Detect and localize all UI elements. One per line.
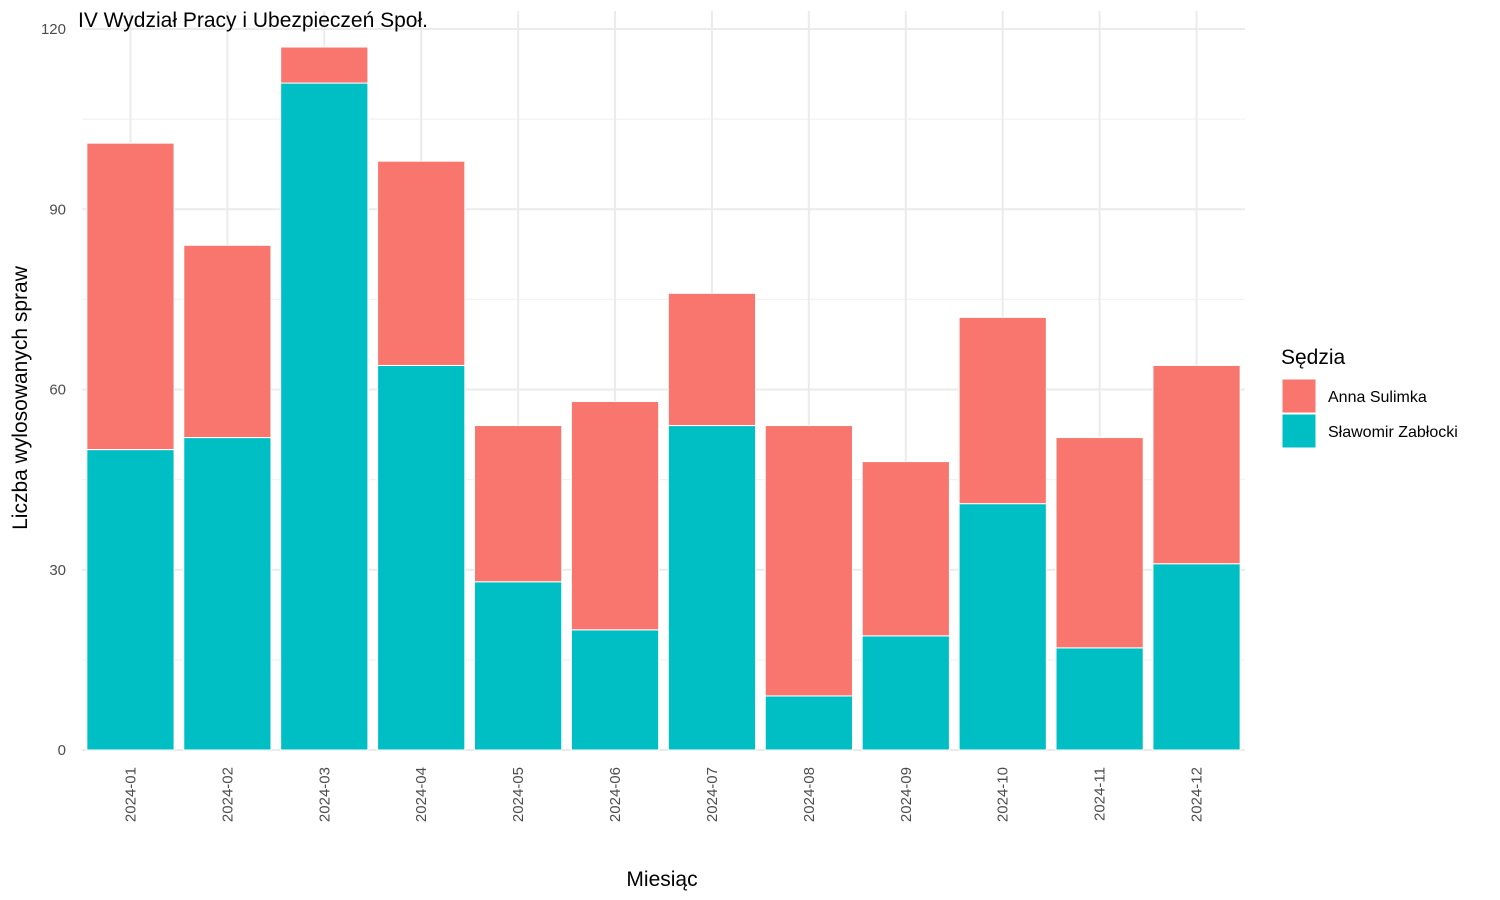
- bar-segment: [86, 142, 175, 451]
- bar-segment: [86, 449, 175, 751]
- x-tick-label: 2024-08: [801, 767, 818, 822]
- legend-label: Sławomir Zabłocki: [1328, 424, 1458, 441]
- x-axis-title: Miesiąc: [626, 868, 697, 891]
- x-tick-label: 2024-12: [1189, 767, 1206, 822]
- bar-segment: [958, 503, 1047, 751]
- x-tick-label: 2024-04: [413, 767, 430, 822]
- bar-segment: [1152, 563, 1241, 751]
- bar-segment: [183, 244, 272, 439]
- bar-segment: [667, 292, 757, 427]
- bar-segment: [1152, 364, 1241, 565]
- x-tick-label: 2024-01: [122, 767, 139, 822]
- bar-segment: [1055, 437, 1144, 649]
- bar-segment: [280, 82, 369, 751]
- x-axis-ticks: 2024-01 2024-02 2024-03 2024-04 2024-05 2024-…: [122, 767, 1205, 822]
- x-tick-label: 2024-10: [995, 767, 1012, 822]
- y-axis-title: Liczba wylosowanych spraw: [9, 265, 32, 530]
- legend: Sędzia Anna Sulimka Sławomir Zabłocki: [1281, 346, 1458, 449]
- bar-segment: [1055, 647, 1144, 751]
- bar-segment: [474, 581, 563, 751]
- x-tick-label: 2024-09: [898, 767, 915, 822]
- bar-segment: [474, 425, 563, 583]
- bar-segment: [570, 401, 660, 631]
- bar-segment: [861, 635, 950, 751]
- y-tick-label: 60: [49, 382, 66, 399]
- bars: [86, 46, 1241, 751]
- y-tick-label: 30: [49, 562, 66, 579]
- x-tick-label: 2024-05: [510, 767, 527, 822]
- y-tick-label: 120: [41, 21, 66, 38]
- chart-title: IV Wydział Pracy i Ubezpieczeń Społ.: [78, 9, 428, 32]
- bar-segment: [958, 316, 1047, 505]
- x-tick-label: 2024-11: [1092, 767, 1109, 821]
- bar-segment: [764, 695, 853, 751]
- x-tick-label: 2024-02: [219, 767, 236, 822]
- y-axis-ticks: 0 30 60 90 120: [41, 21, 66, 759]
- legend-label: Anna Sulimka: [1328, 389, 1427, 406]
- bar-segment: [764, 425, 853, 697]
- bar-segment: [280, 46, 369, 84]
- legend-swatch: [1281, 378, 1317, 414]
- x-tick-label: 2024-06: [607, 767, 624, 822]
- legend-title: Sędzia: [1281, 346, 1346, 369]
- y-tick-label: 0: [58, 742, 66, 759]
- x-tick-label: 2024-07: [704, 767, 721, 822]
- x-tick-label: 2024-03: [316, 767, 333, 822]
- bar-segment: [377, 364, 466, 751]
- bar-segment: [667, 425, 757, 751]
- bar-segment: [861, 461, 950, 637]
- y-tick-label: 90: [49, 201, 66, 218]
- bar-segment: [570, 629, 660, 751]
- legend-swatch: [1281, 413, 1317, 449]
- bar-segment: [183, 437, 272, 751]
- bar-segment: [377, 160, 466, 366]
